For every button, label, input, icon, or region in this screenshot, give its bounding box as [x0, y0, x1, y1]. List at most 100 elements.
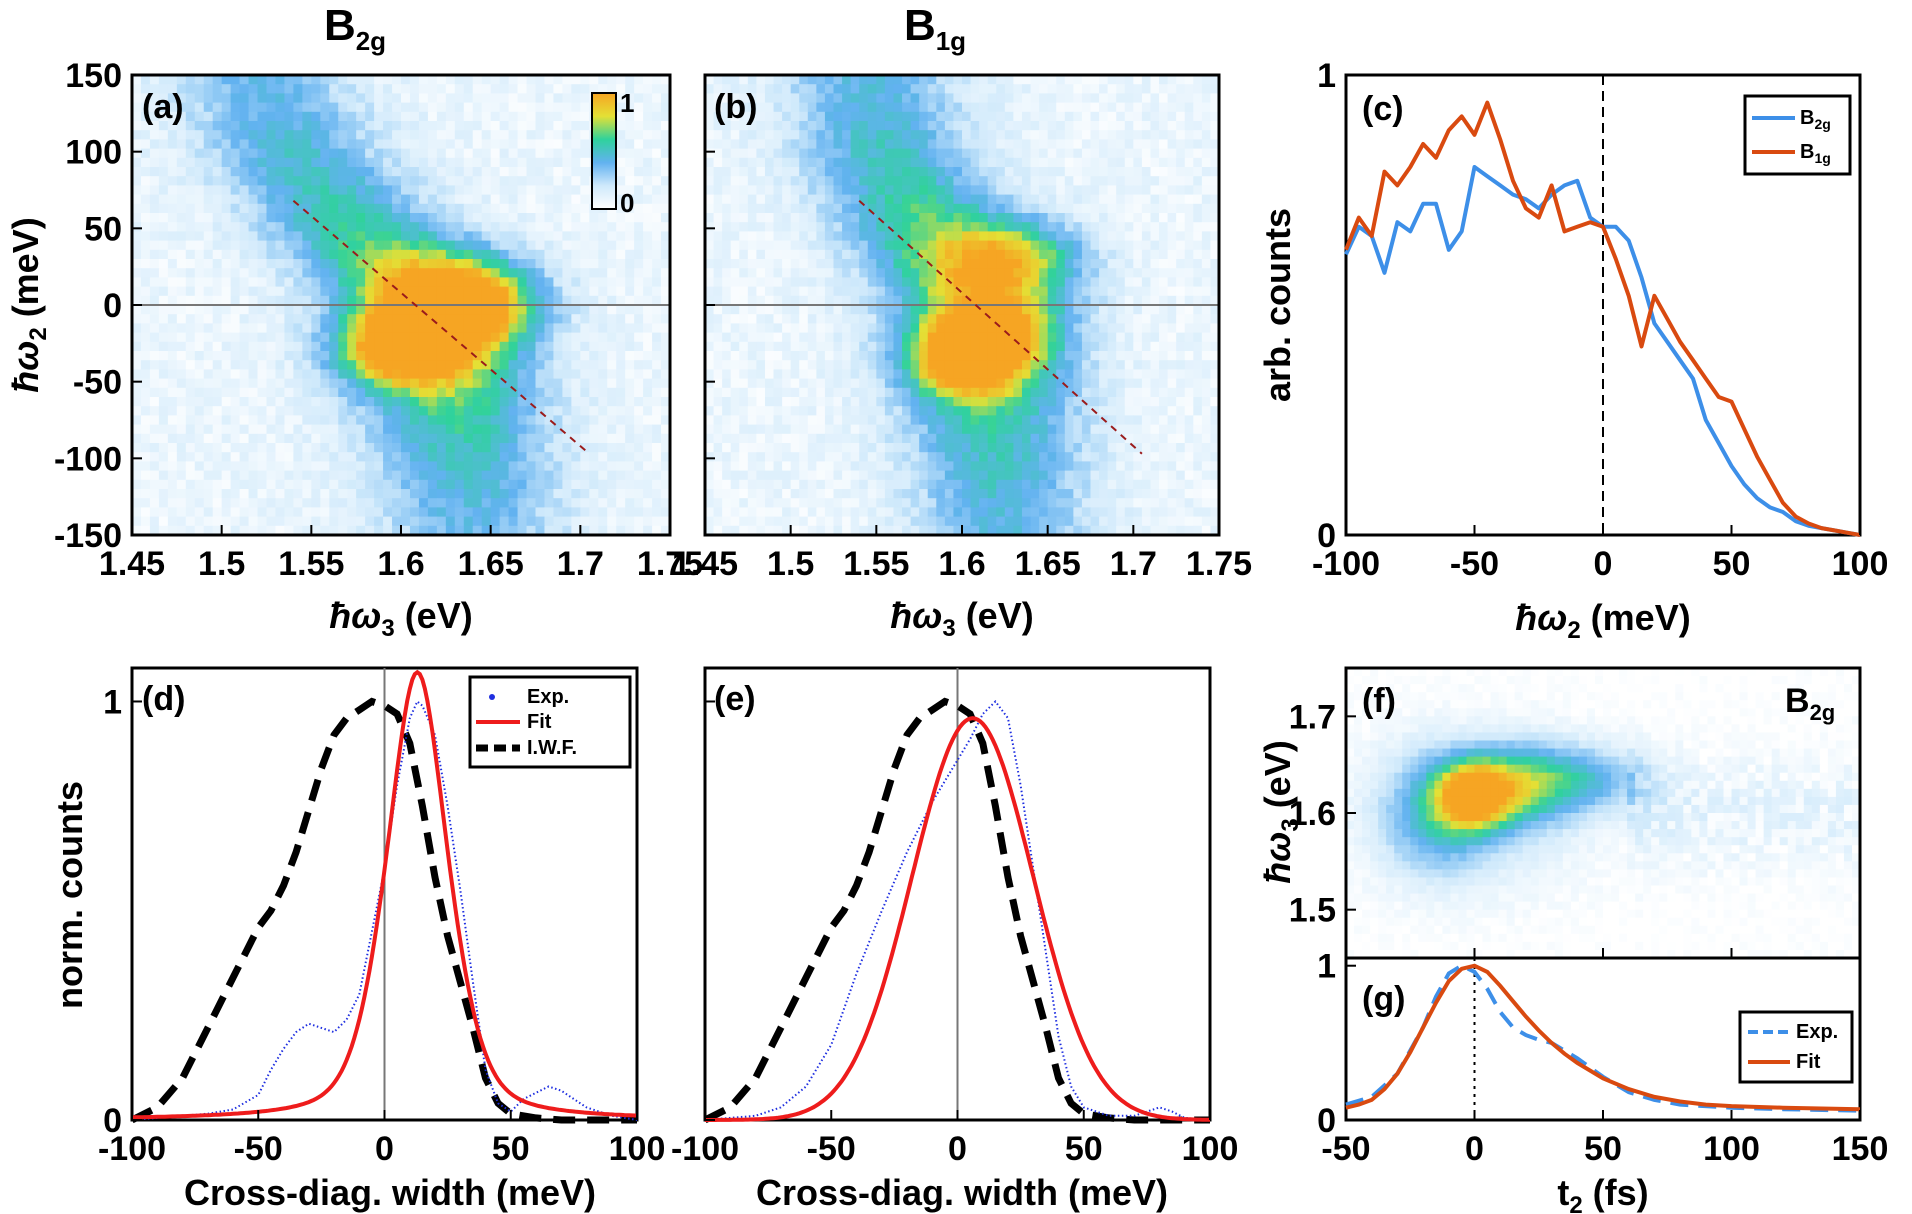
- heatmap-cell: [526, 351, 537, 361]
- heatmap-cell: [850, 341, 860, 352]
- heatmap-cell: [266, 259, 277, 269]
- heatmap-cell: [730, 130, 740, 140]
- heatmap-cell: [1141, 249, 1152, 260]
- heatmap-cell: [347, 295, 357, 306]
- heatmap-cell: [508, 452, 519, 462]
- heatmap-cell: [392, 351, 402, 361]
- heatmap-cell: [266, 277, 277, 288]
- heatmap-cell: [859, 121, 869, 131]
- heatmap-cell: [132, 240, 142, 251]
- heatmap-cell: [902, 176, 912, 186]
- heatmap-cell: [499, 111, 510, 122]
- heatmap-cell: [454, 231, 465, 242]
- heatmap-cell: [1193, 240, 1203, 251]
- heatmap-cell: [311, 194, 321, 205]
- heatmap-cell: [782, 176, 792, 186]
- heatmap-cell: [230, 341, 241, 352]
- heatmap-cell: [562, 111, 572, 122]
- heatmap-cell: [293, 433, 303, 444]
- heatmap-cell: [436, 525, 447, 536]
- heatmap-cell: [1167, 194, 1177, 205]
- heatmap-cell: [876, 148, 886, 159]
- heatmap-cell: [418, 433, 429, 444]
- heatmap-cell: [517, 461, 528, 472]
- heatmap-cell: [616, 332, 626, 343]
- heatmap-cell: [347, 231, 357, 242]
- heatmap-cell: [979, 286, 989, 297]
- heatmap-cell: [347, 203, 357, 214]
- heatmap-cell: [401, 167, 411, 177]
- heatmap-cell: [936, 139, 946, 150]
- heatmap-cell: [266, 194, 277, 205]
- heatmap-cell: [764, 167, 775, 177]
- heatmap-cell: [275, 295, 286, 306]
- heatmap-cell: [553, 194, 563, 205]
- heatmap-cell: [1133, 157, 1143, 168]
- heatmap-cell: [526, 75, 537, 85]
- heatmap-cell: [1107, 231, 1117, 242]
- heatmap-cell: [1141, 176, 1152, 186]
- heatmap-cell: [625, 498, 635, 508]
- heatmap-cell: [807, 130, 817, 140]
- heatmap-cell: [365, 111, 375, 122]
- heatmap-cell: [634, 424, 644, 435]
- heatmap-cell: [996, 240, 1006, 251]
- heatmap-cell: [927, 194, 937, 205]
- heatmap-cell: [401, 332, 411, 343]
- heatmap-cell: [257, 323, 268, 334]
- heatmap-cell: [436, 424, 447, 435]
- heatmap-cell: [1047, 286, 1057, 297]
- heatmap-cell: [257, 185, 268, 196]
- heatmap-cell: [401, 479, 411, 490]
- heatmap-cell: [445, 341, 456, 352]
- heatmap-cell: [544, 516, 555, 527]
- heatmap-cell: [1107, 176, 1117, 186]
- panel-a-label: (a): [142, 88, 184, 126]
- heatmap-cell: [661, 286, 671, 297]
- heatmap-cell: [756, 286, 766, 297]
- heatmap-cell: [607, 213, 617, 223]
- heatmap-cell: [842, 93, 852, 104]
- heatmap-cell: [176, 452, 187, 462]
- heatmap-cell: [571, 360, 581, 370]
- heatmap-cell: [392, 111, 402, 122]
- heatmap-cell: [661, 231, 671, 242]
- heatmap-cell: [374, 139, 384, 150]
- heatmap-cell: [356, 148, 366, 159]
- heatmap-cell: [652, 397, 662, 407]
- heatmap-cell: [571, 121, 581, 131]
- heatmap-cell: [526, 525, 537, 536]
- heatmap-cell: [454, 369, 465, 380]
- heatmap-cell: [919, 286, 929, 297]
- heatmap-cell: [365, 314, 375, 324]
- heatmap-cell: [427, 424, 438, 435]
- heatmap-cell: [1004, 231, 1014, 242]
- heatmap-cell: [463, 314, 474, 324]
- heatmap-cell: [824, 222, 835, 232]
- heatmap-cell: [140, 516, 151, 527]
- heatmap-cell: [1090, 268, 1100, 278]
- heatmap-cell: [970, 259, 980, 269]
- heatmap-cell: [1047, 148, 1057, 159]
- heatmap-cell: [1176, 277, 1186, 288]
- heatmap-cell: [445, 111, 456, 122]
- heatmap-cell: [1176, 157, 1186, 168]
- heatmap-cell: [284, 443, 294, 453]
- heatmap-cell: [517, 203, 528, 214]
- heatmap-cell: [919, 93, 929, 104]
- heatmap-cell: [508, 415, 519, 426]
- heatmap-cell: [463, 479, 474, 490]
- heatmap-cell: [526, 176, 537, 186]
- heatmap-cell: [953, 222, 963, 232]
- heatmap-cell: [347, 397, 357, 407]
- heatmap-cell: [598, 314, 608, 324]
- heatmap-cell: [374, 360, 384, 370]
- heatmap-cell: [1047, 341, 1057, 352]
- heatmap-cell: [365, 213, 375, 223]
- heatmap-cell: [158, 139, 169, 150]
- heatmap-cell: [747, 360, 757, 370]
- heatmap-cell: [158, 406, 169, 416]
- heatmap-cell: [842, 75, 852, 85]
- heatmap-cell: [1150, 84, 1160, 94]
- heatmap-cell: [824, 75, 835, 85]
